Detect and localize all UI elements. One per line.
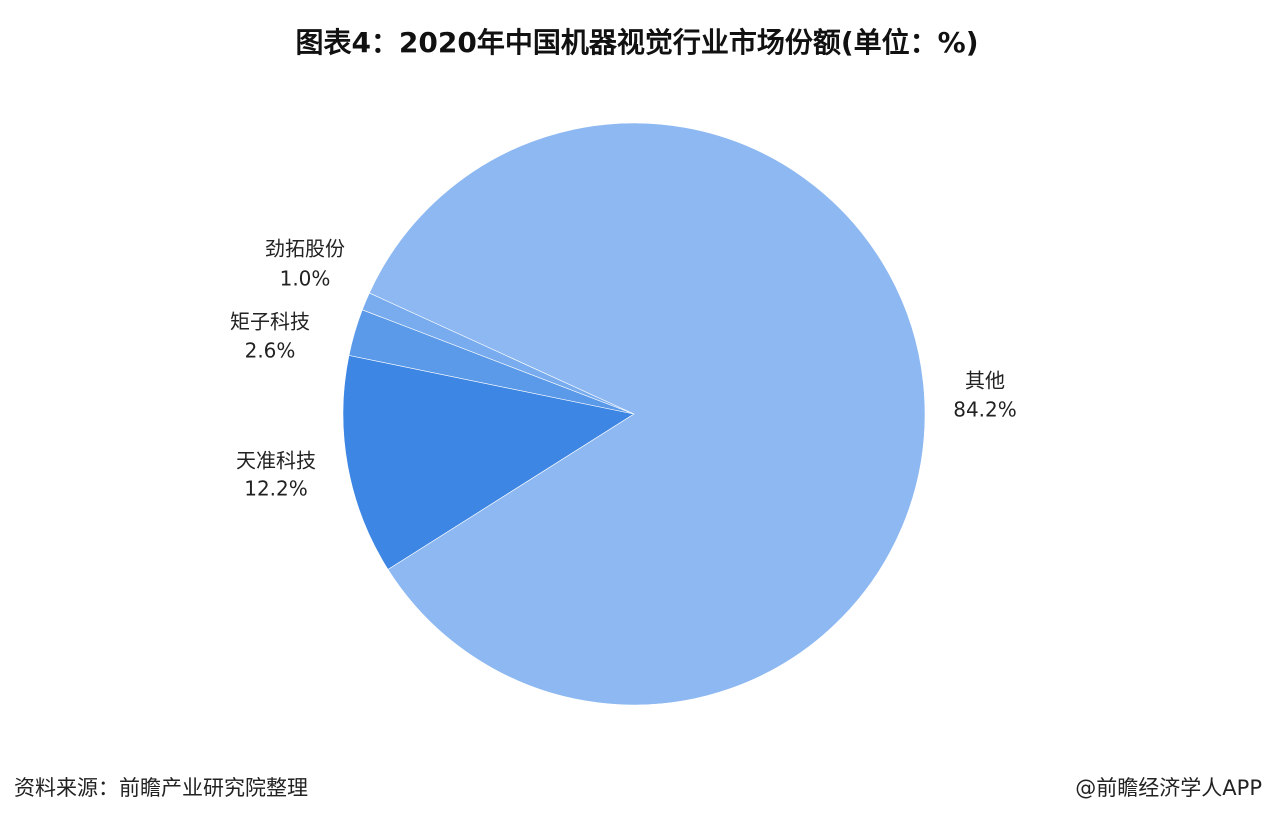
- slice-value-label: 84.2%: [953, 398, 1017, 422]
- slice-label: 劲拓股份: [265, 237, 345, 261]
- credit: @前瞻经济学人APP: [1075, 776, 1262, 800]
- chart-title: 图表4：2020年中国机器视觉行业市场份额(单位：%): [295, 26, 978, 59]
- slice-value-label: 1.0%: [280, 267, 331, 291]
- source-note: 资料来源：前瞻产业研究院整理: [14, 776, 308, 800]
- slice-label: 其他: [965, 369, 1005, 393]
- slice-value-label: 12.2%: [244, 477, 308, 501]
- slice-label: 天准科技: [236, 449, 316, 473]
- slice-label: 矩子科技: [230, 310, 310, 334]
- pie-slice: [368, 122, 926, 706]
- pie-slice: [342, 355, 635, 570]
- slice-value-label: 2.6%: [245, 339, 296, 363]
